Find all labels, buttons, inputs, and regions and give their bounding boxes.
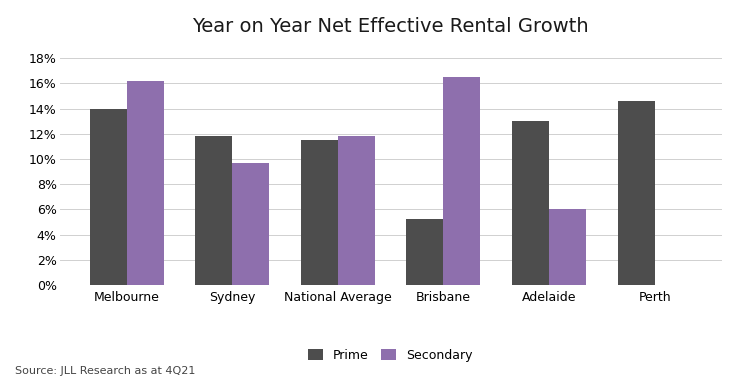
Bar	[549, 209, 586, 285]
Legend: Prime, Secondary: Prime, Secondary	[304, 344, 478, 367]
Bar	[338, 136, 375, 285]
Bar	[618, 101, 655, 285]
Bar	[89, 109, 126, 285]
Title: Year on Year Net Effective Rental Growth: Year on Year Net Effective Rental Growth	[192, 17, 589, 36]
Bar	[126, 81, 164, 285]
Bar	[195, 136, 232, 285]
Bar	[301, 140, 338, 285]
Bar	[232, 163, 269, 285]
Bar	[512, 121, 549, 285]
Text: Source: JLL Research as at 4Q21: Source: JLL Research as at 4Q21	[15, 366, 195, 376]
Bar	[443, 77, 481, 285]
Bar	[406, 220, 443, 285]
